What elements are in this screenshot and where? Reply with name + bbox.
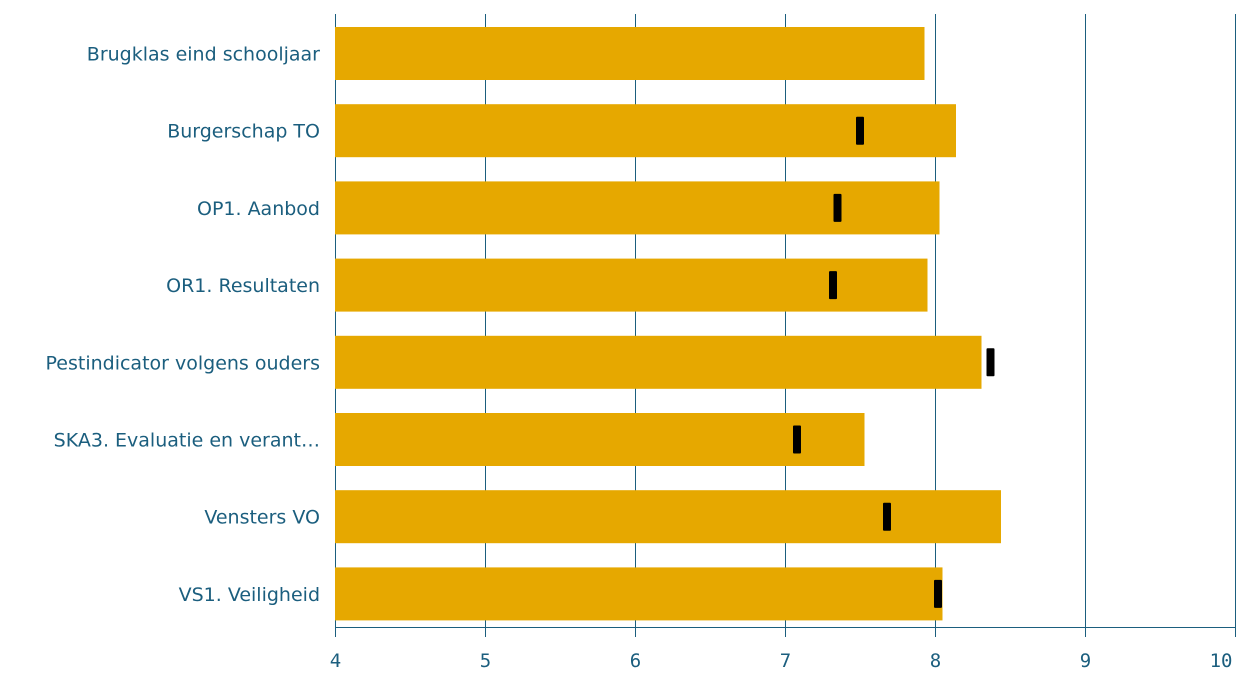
bar-6 — [335, 490, 1001, 544]
marker-3 — [829, 271, 837, 300]
x-tick-label-8: 8 — [930, 650, 941, 672]
marker-7 — [934, 579, 942, 608]
category-label-7: VS1. Veiligheid — [179, 584, 320, 606]
marker-4 — [986, 348, 995, 377]
category-labels: Brugklas eind schooljaar Burgerschap TO OP… — [46, 44, 321, 606]
bar-1 — [335, 104, 956, 158]
bar-4 — [335, 335, 982, 389]
x-tick-label-9: 9 — [1080, 650, 1091, 672]
x-tick-label-10: 10 — [1210, 650, 1233, 672]
category-label-4: Pestindicator volgens ouders — [46, 352, 321, 374]
category-label-1: Burgerschap TO — [167, 121, 320, 143]
x-tick-label-4: 4 — [330, 650, 341, 672]
marker-1 — [856, 116, 864, 145]
bars — [335, 27, 1001, 621]
marker-6 — [883, 502, 891, 531]
x-tick-label-6: 6 — [630, 650, 641, 672]
x-tick-label-7: 7 — [780, 650, 791, 672]
bar-2 — [335, 181, 940, 235]
bar-3 — [335, 258, 928, 312]
bar-0 — [335, 27, 925, 80]
markers — [793, 116, 995, 608]
x-axis: 4 5 6 7 8 9 10 — [330, 627, 1236, 672]
bar-7 — [335, 567, 943, 621]
category-label-5: SKA3. Evaluatie en verant… — [54, 430, 320, 452]
category-label-6: Vensters VO — [204, 507, 320, 529]
marker-5 — [793, 425, 801, 454]
category-label-3: OR1. Resultaten — [166, 275, 320, 297]
category-label-2: OP1. Aanbod — [197, 198, 320, 220]
bar-5 — [335, 413, 865, 466]
category-label-0: Brugklas eind schooljaar — [87, 44, 320, 66]
marker-2 — [833, 193, 842, 222]
x-tick-label-5: 5 — [480, 650, 491, 672]
